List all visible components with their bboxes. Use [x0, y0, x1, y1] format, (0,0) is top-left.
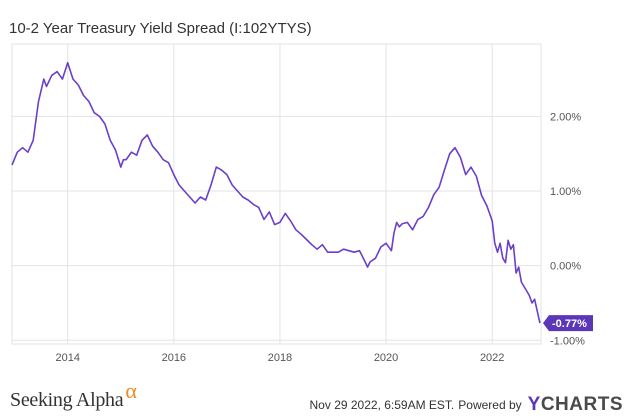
publisher-name: Seeking Alpha	[10, 389, 124, 411]
ycharts-y: Y	[527, 394, 541, 415]
ycharts-logo[interactable]: YCHARTS	[528, 394, 623, 416]
x-tick-labels: 2014 2016 2018 2020 2022	[55, 352, 504, 364]
publisher-logo[interactable]: Seeking Alphaα	[10, 378, 137, 412]
grid-lines	[11, 43, 542, 345]
y-tick-label: 2.00%	[550, 111, 581, 123]
powered-by-label: Powered by	[458, 398, 522, 412]
ycharts-name: CHARTS	[540, 394, 623, 415]
y-tick-label: -1.00%	[550, 335, 585, 347]
x-tick-label: 2022	[480, 352, 504, 364]
y-tick-label: 0.00%	[550, 261, 581, 273]
x-tick-label: 2016	[162, 352, 186, 364]
chart-title: 10-2 Year Treasury Yield Spread (I:102YT…	[9, 20, 312, 37]
x-tick-label: 2020	[374, 352, 398, 364]
alpha-icon: α	[125, 378, 137, 403]
last-value-label: -0.77%	[543, 315, 593, 332]
x-tick-label: 2014	[55, 352, 79, 364]
x-tick-label: 2018	[268, 352, 292, 364]
timestamp: Nov 29 2022, 6:59AM EST.	[309, 398, 455, 412]
footer-credit: Nov 29 2022, 6:59AM EST. Powered by YCHA…	[310, 394, 623, 416]
y-tick-label: 1.00%	[550, 186, 581, 198]
series-line	[11, 61, 541, 324]
last-value-text: -0.77%	[552, 318, 587, 330]
plot-frame	[11, 43, 542, 345]
y-tick-labels: 2.00% 1.00% 0.00% -1.00%	[550, 111, 585, 347]
last-value-badge	[543, 315, 593, 332]
